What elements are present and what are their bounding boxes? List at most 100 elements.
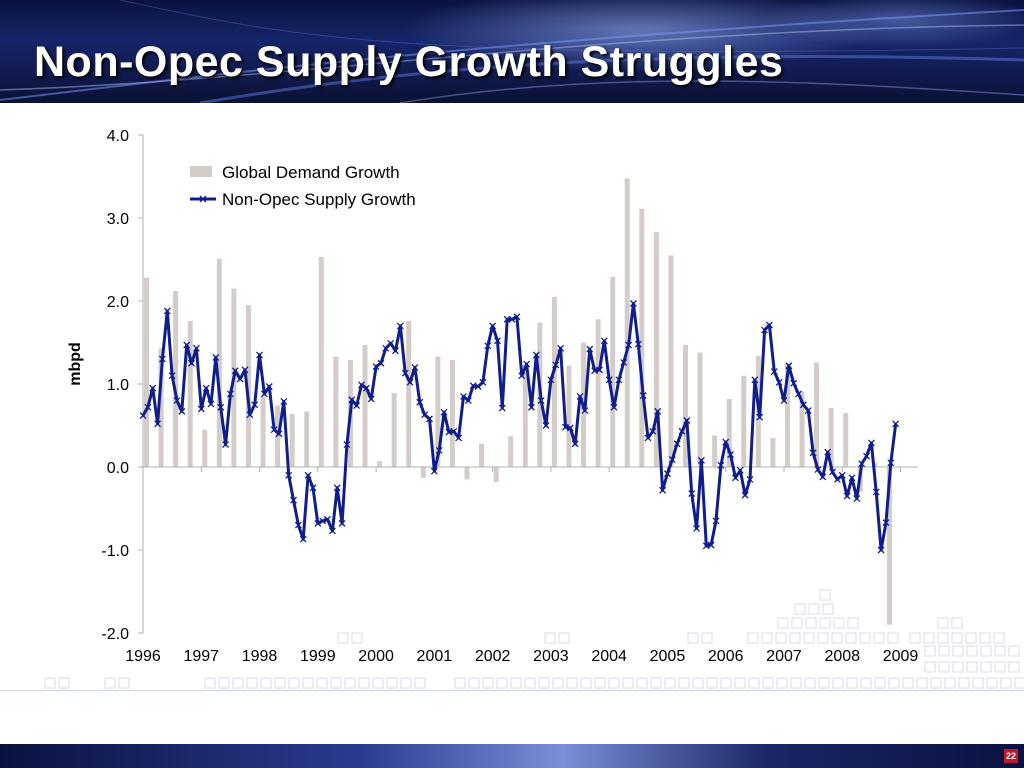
supply-marker-stroke: [401, 369, 409, 377]
title-banner: Non-Opec Supply Growth Struggles: [0, 0, 1024, 103]
demand-bar: [639, 208, 645, 467]
deco-square: [734, 677, 746, 689]
x-tick-label: 2006: [708, 648, 744, 665]
supply-point: [668, 456, 676, 463]
supply-point: [435, 446, 443, 454]
supply-marker-stroke: [683, 417, 691, 424]
deco-square: [232, 677, 244, 689]
supply-marker-stroke: [445, 428, 453, 436]
supply-point: [333, 484, 341, 492]
demand-bar: [245, 305, 251, 467]
supply-marker-stroke: [183, 341, 191, 349]
demand-bar: [187, 320, 193, 467]
supply-marker-stroke: [770, 368, 778, 376]
supply-point: [426, 415, 433, 423]
supply-point: [824, 448, 832, 456]
supply-marker-stroke: [202, 384, 210, 392]
supply-marker-stroke: [260, 390, 268, 398]
demand-bar: [624, 178, 630, 467]
supply-marker-stroke: [848, 474, 856, 482]
supply-marker-stroke: [610, 403, 618, 411]
deco-square: [846, 677, 858, 689]
supply-marker-stroke: [314, 519, 322, 527]
demand-bar: [260, 396, 266, 467]
demand-bar: [741, 375, 747, 467]
deco-square: [372, 677, 384, 689]
deco-square: [817, 632, 829, 644]
deco-square: [720, 677, 732, 689]
supply-marker-stroke: [678, 427, 686, 435]
supply-point: [222, 441, 230, 449]
supply-marker-stroke: [173, 397, 181, 405]
supply-point: [251, 401, 259, 409]
supply-point: [532, 351, 540, 359]
demand-bar: [435, 356, 441, 467]
deco-square: [804, 677, 816, 689]
supply-marker-stroke: [343, 441, 351, 449]
deco-square: [791, 617, 803, 629]
demand-bar: [799, 391, 805, 467]
supply-point: [280, 397, 288, 405]
supply-point: [804, 407, 812, 415]
deco-square: [966, 661, 978, 673]
supply-point: [314, 519, 322, 527]
demand-bar: [726, 398, 732, 467]
supply-point: [639, 392, 647, 400]
supply-point: [324, 515, 331, 523]
supply-point: [838, 471, 846, 479]
supply-point: [168, 372, 176, 380]
supply-marker-stroke: [566, 424, 574, 432]
supply-marker-stroke: [319, 517, 327, 525]
demand-bar: [202, 429, 208, 467]
demand-bar: [318, 257, 324, 467]
deco-square: [993, 632, 1005, 644]
deco-square: [510, 677, 522, 689]
supply-marker-stroke: [829, 468, 836, 476]
supply-marker-stroke: [795, 390, 803, 398]
supply-point: [319, 517, 327, 525]
supply-point: [285, 471, 293, 479]
supply-point: [158, 355, 166, 363]
x-tick-label: 2000: [358, 648, 394, 665]
supply-marker-stroke: [858, 460, 866, 468]
deco-square: [902, 677, 914, 689]
deco-square: [831, 632, 843, 644]
supply-point: [552, 361, 560, 369]
supply-point: [241, 366, 249, 374]
supply-marker-stroke: [460, 392, 467, 400]
supply-point: [697, 456, 705, 464]
deco-square: [803, 632, 815, 644]
legend: Global Demand Growth Non-Opec Supply Gro…: [190, 163, 416, 209]
supply-marker-stroke: [673, 440, 681, 448]
supply-point: [673, 440, 681, 448]
demand-bar: [362, 344, 368, 467]
deco-square: [916, 677, 928, 689]
demand-bar: [551, 296, 557, 467]
deco-square: [608, 677, 620, 689]
deco-square: [873, 632, 885, 644]
supply-marker-stroke: [819, 473, 827, 481]
supply-marker-stroke: [387, 339, 395, 347]
supply-point: [387, 339, 395, 347]
supply-point: [712, 517, 720, 525]
supply-marker-stroke: [188, 359, 196, 367]
deco-square: [748, 677, 760, 689]
supply-point: [829, 468, 836, 476]
supply-marker-stroke: [353, 402, 361, 410]
deco-square: [316, 677, 328, 689]
supply-point: [557, 344, 565, 352]
supply-point: [872, 488, 880, 496]
demand-bar: [697, 352, 703, 467]
deco-square: [938, 645, 950, 657]
supply-marker-stroke: [222, 441, 230, 449]
supply-point: [406, 378, 414, 386]
supply-marker-stroke: [629, 300, 637, 307]
deco-square: [794, 603, 806, 615]
supply-marker-stroke: [275, 430, 283, 438]
demand-bar: [653, 232, 659, 467]
supply-point: [848, 474, 856, 482]
demand-bar: [668, 255, 674, 467]
supply-point: [644, 434, 652, 442]
supply-point: [508, 315, 516, 323]
y-tick-label: 1.0: [107, 377, 129, 394]
